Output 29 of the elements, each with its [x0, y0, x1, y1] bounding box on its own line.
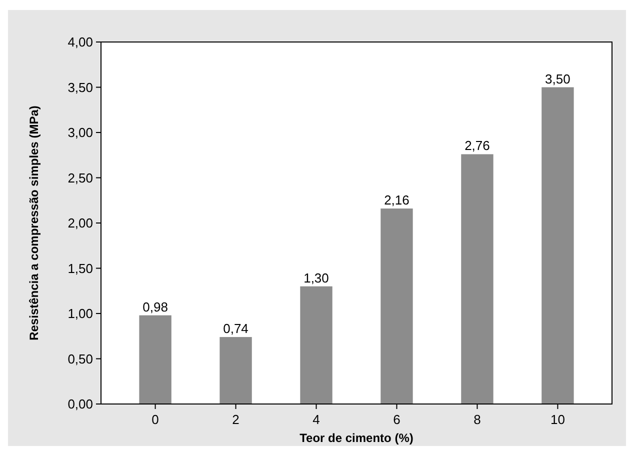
data-label: 1,30	[304, 270, 329, 286]
y-tick-label: 2,50	[68, 170, 93, 186]
bar	[139, 315, 172, 404]
y-tick-label: 1,50	[68, 260, 93, 276]
bar	[461, 154, 494, 404]
y-tick-label: 2,00	[68, 216, 93, 231]
x-axis-title: Teor de cimento (%)	[300, 431, 414, 445]
x-tick-label: 10	[550, 412, 565, 427]
data-label: 0,74	[223, 321, 248, 336]
x-tick-label: 4	[312, 412, 320, 427]
data-label: 2,76	[464, 138, 490, 154]
x-tick-label: 8	[474, 412, 481, 427]
y-tick-label: 0,00	[68, 396, 93, 412]
y-axis-title: Resistência a compressão simples (MPa)	[27, 106, 41, 340]
data-label: 3,50	[545, 71, 570, 86]
y-tick-label: 0,50	[68, 351, 93, 366]
x-tick-label: 6	[393, 412, 400, 427]
x-tick-label: 2	[232, 412, 240, 427]
x-tick-label: 0	[152, 412, 159, 427]
bar	[380, 208, 413, 404]
bar	[220, 337, 252, 404]
data-label: 2,16	[384, 192, 410, 208]
y-tick-label: 3,00	[68, 125, 93, 140]
y-tick-label: 1,00	[68, 306, 93, 322]
bar	[542, 87, 574, 404]
y-tick-label: 4,00	[68, 34, 93, 50]
y-tick-label: 3,50	[68, 80, 93, 95]
data-label: 0,98	[142, 299, 168, 314]
bar	[300, 286, 332, 404]
